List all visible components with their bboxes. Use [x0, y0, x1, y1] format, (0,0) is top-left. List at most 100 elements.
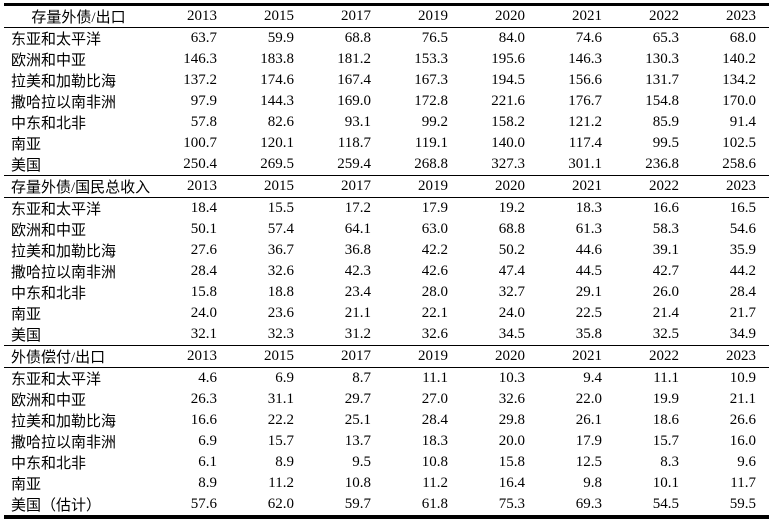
value-cell: 22.5: [575, 305, 602, 321]
row-label: 撒哈拉以南非洲: [11, 95, 117, 111]
year-header: 2013: [153, 175, 230, 198]
value-cell: 26.6: [729, 412, 756, 428]
table-row: 拉美和加勒比海 137.2 174.6 167.4 167.3 194.5 156.6 131…: [4, 70, 769, 91]
value-cell: 91.4: [729, 114, 756, 130]
row-label: 东亚和太平洋: [11, 372, 102, 388]
value-cell: 10.1: [652, 475, 679, 491]
row-label: 中东和北非: [11, 286, 87, 302]
row-label: 欧洲和中亚: [11, 53, 87, 69]
value-cell: 50.1: [190, 221, 217, 237]
value-cell: 327.3: [491, 156, 525, 172]
value-cell: 174.6: [260, 72, 294, 88]
value-cell: 259.4: [337, 156, 371, 172]
value-cell: 63.7: [190, 30, 217, 46]
value-cell: 9.5: [352, 454, 371, 470]
value-cell: 269.5: [260, 156, 294, 172]
value-cell: 21.4: [652, 305, 679, 321]
value-cell: 50.2: [498, 242, 525, 258]
value-cell: 31.2: [344, 326, 371, 342]
row-label: 拉美和加勒比海: [11, 244, 117, 260]
value-cell: 17.2: [344, 200, 371, 216]
row-label: 美国: [11, 328, 42, 344]
value-cell: 84.0: [498, 30, 525, 46]
value-cell: 268.8: [414, 156, 448, 172]
year-header: 2019: [384, 175, 461, 198]
value-cell: 6.9: [275, 370, 294, 386]
value-cell: 11.1: [422, 370, 448, 386]
table-row: 欧洲和中亚 146.3 183.8 181.2 153.3 195.6 146.3 130.3…: [4, 49, 769, 70]
table-row: 美国 32.1 32.3 31.2 32.6 34.5 35.8 32.5 34.9: [4, 324, 769, 346]
value-cell: 34.5: [498, 326, 525, 342]
row-label: 中东和北非: [11, 116, 87, 132]
value-cell: 36.8: [344, 242, 371, 258]
value-cell: 32.6: [498, 391, 525, 407]
table-row: 欧洲和中亚 26.3 31.1 29.7 27.0 32.6 22.0 19.9 21.1: [4, 389, 769, 410]
row-label: 中东和北非: [11, 456, 87, 472]
table-row: 美国（估计） 57.6 62.0 59.7 61.8 75.3 69.3 54.5 59.5: [4, 494, 769, 517]
value-cell: 18.3: [575, 200, 602, 216]
value-cell: 153.3: [414, 51, 448, 67]
table-row: 撒哈拉以南非洲 28.4 32.6 42.3 42.6 47.4 44.5 42.7 44.2: [4, 261, 769, 282]
table-row: 南亚 24.0 23.6 21.1 22.1 24.0 22.5 21.4 21.7: [4, 303, 769, 324]
value-cell: 19.9: [652, 391, 679, 407]
value-cell: 301.1: [568, 156, 602, 172]
value-cell: 76.5: [421, 30, 448, 46]
value-cell: 16.6: [652, 200, 679, 216]
section-header-row-2: 外债偿付/出口 2013 2015 2017 2019 2020 2021 2022 2023: [4, 345, 769, 368]
value-cell: 4.6: [198, 370, 217, 386]
value-cell: 21.1: [344, 305, 371, 321]
table-row: 撒哈拉以南非洲 6.9 15.7 13.7 18.3 20.0 17.9 15.7 16.0: [4, 431, 769, 452]
year-header: 2023: [692, 345, 769, 368]
value-cell: 120.1: [260, 135, 294, 151]
year-header: 2020: [461, 175, 538, 198]
value-cell: 121.2: [568, 114, 602, 130]
row-label: 东亚和太平洋: [11, 202, 102, 218]
value-cell: 15.8: [498, 454, 525, 470]
year-header: 2017: [307, 4, 384, 28]
value-cell: 10.8: [421, 454, 448, 470]
value-cell: 102.5: [722, 135, 756, 151]
row-label: 东亚和太平洋: [11, 32, 102, 48]
row-label: 南亚: [11, 477, 42, 493]
value-cell: 63.0: [421, 221, 448, 237]
section-header-label: 存量外债/国民总收入: [4, 175, 153, 198]
value-cell: 8.9: [275, 454, 294, 470]
section-header-label: 外债偿付/出口: [4, 345, 153, 368]
external-debt-ratio-table-wrap: 存量外债/出口 2013 2015 2017 2019 2020 2021 2022 2023 东…: [4, 3, 769, 519]
value-cell: 42.3: [344, 263, 371, 279]
value-cell: 12.5: [575, 454, 602, 470]
row-label: 美国: [11, 158, 42, 174]
year-header: 2019: [384, 4, 461, 28]
year-header: 2022: [615, 175, 692, 198]
value-cell: 22.2: [267, 412, 294, 428]
value-cell: 27.6: [190, 242, 217, 258]
year-header: 2017: [307, 345, 384, 368]
table-row: 南亚 8.9 11.2 10.8 11.2 16.4 9.8 10.1 11.7: [4, 473, 769, 494]
year-header: 2021: [538, 175, 615, 198]
value-cell: 23.6: [267, 305, 294, 321]
year-header: 2020: [461, 4, 538, 28]
year-header: 2022: [615, 345, 692, 368]
value-cell: 144.3: [260, 93, 294, 109]
value-cell: 181.2: [337, 51, 371, 67]
value-cell: 21.7: [729, 305, 756, 321]
value-cell: 15.7: [652, 433, 679, 449]
value-cell: 31.1: [267, 391, 294, 407]
value-cell: 18.8: [267, 284, 294, 300]
value-cell: 13.7: [344, 433, 371, 449]
value-cell: 11.1: [653, 370, 679, 386]
value-cell: 36.7: [267, 242, 294, 258]
year-header: 2015: [230, 4, 307, 28]
table-row: 拉美和加勒比海 27.6 36.7 36.8 42.2 50.2 44.6 39.1 35.9: [4, 240, 769, 261]
value-cell: 17.9: [575, 433, 602, 449]
row-label: 撒哈拉以南非洲: [11, 265, 117, 281]
value-cell: 68.0: [729, 30, 756, 46]
value-cell: 29.1: [575, 284, 602, 300]
value-cell: 59.7: [344, 496, 371, 512]
year-header: 2021: [538, 4, 615, 28]
value-cell: 26.1: [575, 412, 602, 428]
value-cell: 10.3: [498, 370, 525, 386]
table-row: 东亚和太平洋 4.6 6.9 8.7 11.1 10.3 9.4 11.1 10.9: [4, 368, 769, 390]
value-cell: 10.8: [344, 475, 371, 491]
value-cell: 146.3: [568, 51, 602, 67]
